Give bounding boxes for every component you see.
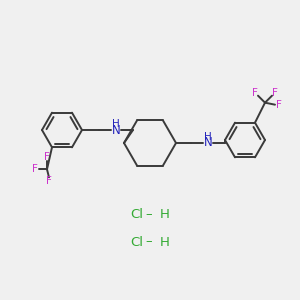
Text: Cl: Cl	[130, 236, 143, 248]
Text: –: –	[146, 236, 152, 248]
Text: N: N	[112, 124, 120, 136]
Text: H: H	[204, 132, 212, 142]
Text: F: F	[252, 88, 258, 98]
Text: F: F	[44, 152, 50, 162]
Text: N: N	[204, 136, 212, 149]
Text: F: F	[272, 88, 278, 98]
Text: F: F	[276, 100, 282, 110]
Text: F: F	[32, 164, 38, 174]
Text: H: H	[160, 208, 170, 221]
Text: H: H	[160, 236, 170, 248]
Text: Cl: Cl	[130, 208, 143, 221]
Text: F: F	[46, 176, 52, 186]
Text: H: H	[112, 119, 120, 129]
Text: –: –	[146, 208, 152, 221]
